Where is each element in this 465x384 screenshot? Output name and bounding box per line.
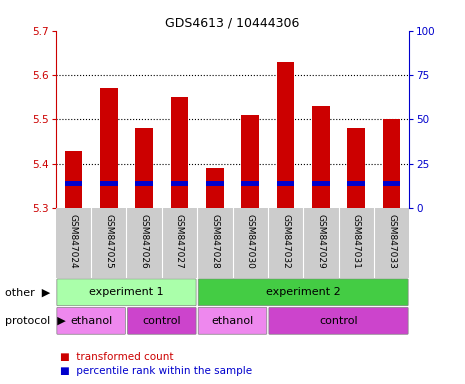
Bar (65, 151, 82, 208)
FancyBboxPatch shape (198, 279, 408, 306)
Text: ethanol: ethanol (70, 316, 112, 326)
Bar (135, 181, 153, 186)
Bar (347, 128, 365, 208)
FancyBboxPatch shape (57, 308, 126, 334)
Text: experiment 2: experiment 2 (266, 287, 340, 297)
Text: GSM847033: GSM847033 (387, 214, 396, 269)
Bar (171, 181, 188, 186)
Text: GSM847031: GSM847031 (352, 214, 361, 269)
FancyBboxPatch shape (269, 308, 408, 334)
Text: control: control (319, 316, 358, 326)
Text: GSM847027: GSM847027 (175, 214, 184, 268)
Text: experiment 1: experiment 1 (89, 287, 164, 297)
Bar (206, 168, 224, 208)
Bar (65, 181, 82, 186)
Text: ■  transformed count: ■ transformed count (60, 352, 174, 362)
Text: GSM847028: GSM847028 (210, 214, 219, 268)
Bar (347, 181, 365, 186)
Text: ■  percentile rank within the sample: ■ percentile rank within the sample (60, 366, 252, 376)
Text: GSM847029: GSM847029 (316, 214, 326, 268)
Title: GDS4613 / 10444306: GDS4613 / 10444306 (166, 17, 299, 30)
Bar (100, 88, 118, 208)
Text: protocol  ▶: protocol ▶ (5, 316, 66, 326)
Bar (241, 181, 259, 186)
Bar (206, 181, 224, 186)
Bar (135, 128, 153, 208)
Text: GSM847026: GSM847026 (140, 214, 149, 268)
Bar (383, 119, 400, 208)
Bar (312, 181, 330, 186)
Text: other  ▶: other ▶ (5, 287, 50, 297)
Bar (277, 62, 294, 208)
FancyBboxPatch shape (198, 308, 267, 334)
Text: control: control (142, 316, 181, 326)
Text: ethanol: ethanol (212, 316, 253, 326)
Text: GSM847025: GSM847025 (104, 214, 113, 268)
FancyBboxPatch shape (127, 308, 196, 334)
Bar (241, 115, 259, 208)
Bar (383, 181, 400, 186)
FancyBboxPatch shape (57, 279, 196, 306)
Bar (312, 106, 330, 208)
Text: GSM847024: GSM847024 (69, 214, 78, 268)
Bar (171, 97, 188, 208)
Bar (277, 181, 294, 186)
Text: GSM847032: GSM847032 (281, 214, 290, 268)
Bar (100, 181, 118, 186)
Text: GSM847030: GSM847030 (246, 214, 255, 269)
